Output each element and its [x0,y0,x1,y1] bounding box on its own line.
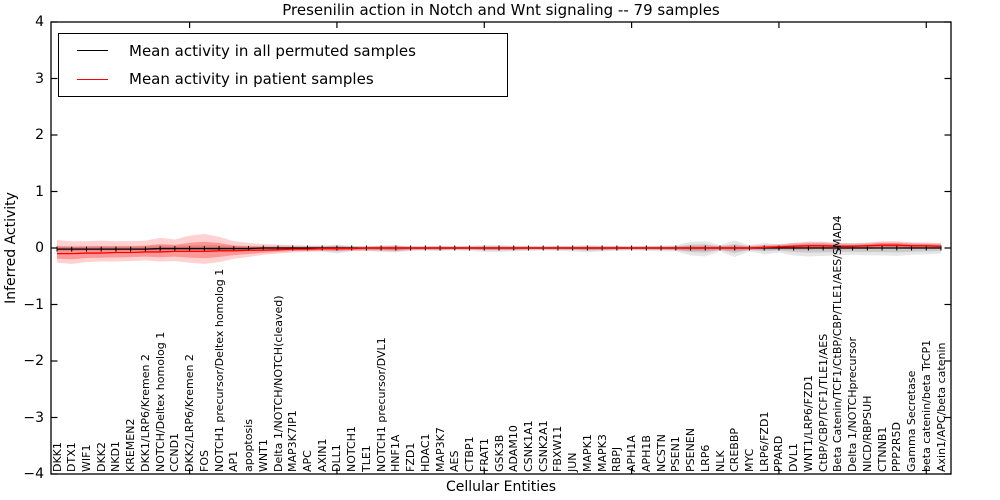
x-category-label: APH1A [625,435,639,472]
legend-label-permuted: Mean activity in all permuted samples [129,41,416,60]
x-category-label: DKK2/LRP6/Kremen 2 [183,354,197,472]
x-category-label: NOTCH1 precursor/Deltex homolog 1 [212,268,226,472]
x-category-label: PSENEN [684,428,698,472]
x-category-label: PSEN1 [669,436,683,472]
y-tick-label: −3 [23,409,44,426]
x-category-label: APC [300,450,314,472]
x-category-label: CREBBP [728,428,742,472]
x-category-label: JUN [566,452,580,472]
x-category-label: Axin1/APC/beta catenin [934,342,948,472]
x-category-label: beta catenin/beta TrCP1 [919,339,933,472]
x-category-label: MYC [742,448,756,472]
x-category-label: NOTCH/Deltex homolog 1 [153,331,167,472]
x-category-label: AXIN1 [315,438,329,472]
x-axis-label: Cellular Entities [445,479,557,495]
legend: Mean activity in all permuted samples Me… [58,33,508,97]
y-axis-label: Inferred Activity [3,192,19,304]
x-category-label: CtBP/CBP/TCF1/TLE1/AES [816,333,830,472]
x-category-label: DVL1 [787,443,801,472]
x-category-label: FBXW11 [551,425,565,472]
x-category-label: MAPK1 [580,434,594,472]
patient-mean-line [57,244,942,255]
legend-line-swatch-permuted [77,50,108,52]
x-category-label: DLL1 [330,444,344,472]
x-category-label: NKD1 [109,441,123,472]
x-category-label: FZD1 [404,442,418,472]
x-category-label: NOTCH1 [345,426,359,472]
x-category-label: NLK [713,450,727,472]
x-category-label: TLE1 [359,445,373,472]
x-category-label: HNF1A [389,434,403,472]
x-category-label: APH1B [639,435,653,472]
x-category-label: WNT1/LRP6/FZD1 [801,375,815,472]
x-category-label: LRP6/FZD1 [757,411,771,472]
y-tick-label: 1 [35,183,44,200]
y-tick-label: −2 [23,353,44,369]
x-category-label: MAP3K7IP1 [286,410,300,472]
x-category-label: CTBP1 [463,436,477,472]
x-category-label: AP1 [227,450,241,472]
x-category-label: LRP6 [698,444,712,472]
x-category-label: WNT1 [256,439,270,472]
y-tick-label: 0 [35,240,44,256]
x-category-label: MAPK3 [595,434,609,472]
x-category-label: PPP2R5D [890,421,904,472]
x-category-label: Delta 1/NOTCHprecursor [846,336,860,472]
x-category-label: Gamma Secretase [905,370,919,472]
y-tick-label: −1 [23,296,44,313]
x-category-label: Beta Catenin/TCF1/CtBP/CBP/TLE1/AES/SMAD… [831,215,845,472]
chart-title: Presenilin action in Notch and Wnt signa… [282,1,720,19]
x-category-label: Delta 1/NOTCH/NOTCH(cleaved) [271,295,285,472]
x-category-label: NICD/RBPSUH [860,395,874,472]
x-category-label: MAP3K7 [433,427,447,472]
x-category-label: DKK1 [50,442,64,472]
x-category-label: CCND1 [168,432,182,472]
x-category-label: apoptosis [242,419,256,472]
x-category-label: CTNNB1 [875,426,889,472]
x-category-label: FRAT1 [477,438,491,472]
x-category-label: NCSTN [654,434,668,472]
x-category-label: CSNK2A1 [536,420,550,472]
y-tick-label: −4 [23,466,44,482]
y-tick-label: 3 [35,70,44,87]
x-category-label: AES [448,450,462,472]
x-category-label: HDAC1 [418,433,432,472]
legend-label-patient: Mean activity in patient samples [129,70,374,89]
x-category-label: DKK1/LRP6/Kremen 2 [138,354,152,472]
x-category-label: DKK2 [94,442,108,472]
x-category-label: DTX1 [65,442,79,472]
x-category-label: WIF1 [79,444,93,472]
x-category-label: ADAM10 [507,425,521,472]
x-category-label: FOS [197,450,211,472]
y-tick-label: 2 [35,127,44,143]
x-category-label: RBPJ [610,446,624,472]
legend-item-patient: Mean activity in patient samples [59,67,507,91]
x-category-label: NOTCH1 precursor/DVL1 [374,337,388,472]
x-category-label: PPARD [772,435,786,472]
x-category-label: KREMEN2 [124,418,138,472]
y-tick-label: 4 [35,14,44,30]
legend-line-swatch-patient [77,78,108,80]
x-category-label: GSK3B [492,434,506,472]
legend-item-permuted: Mean activity in all permuted samples [59,39,507,63]
x-category-label: CSNK1A1 [521,420,535,472]
